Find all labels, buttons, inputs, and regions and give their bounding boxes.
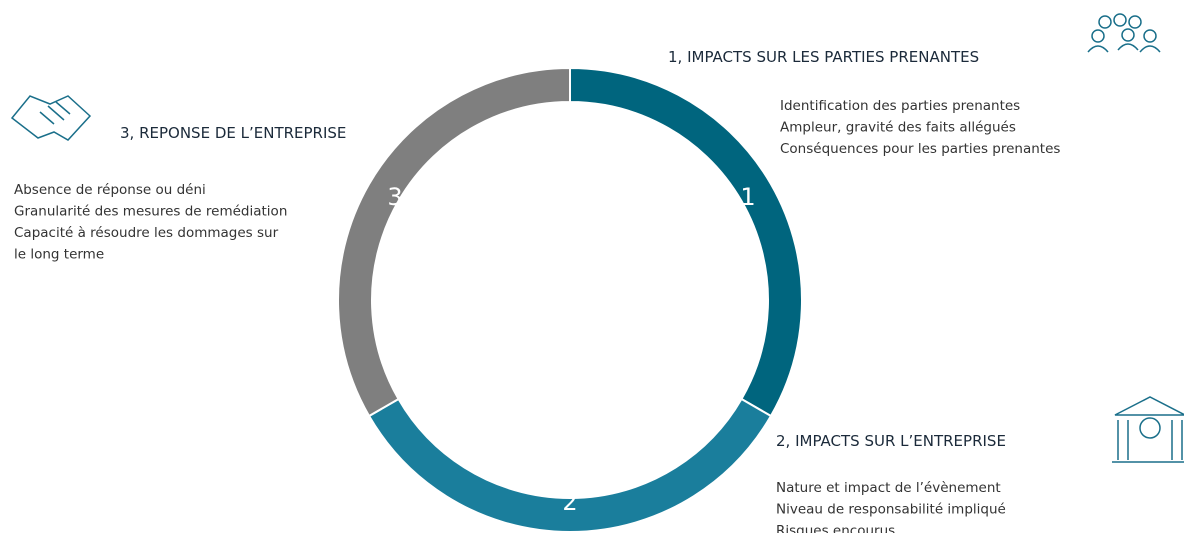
section-number: 3 — [387, 183, 402, 211]
section-line: Risques encourus — [776, 523, 895, 533]
section-line: Absence de réponse ou déni — [14, 182, 206, 198]
section-title: 1, IMPACTS SUR LES PARTIES PRENANTES — [668, 48, 979, 66]
section-title: 3, REPONSE DE L’ENTREPRISE — [120, 124, 346, 142]
section-line: Identification des parties prenantes — [780, 98, 1020, 114]
handshake-icon — [10, 95, 92, 141]
section-line: Ampleur, gravité des faits allégués — [780, 120, 1016, 136]
section-number: 2 — [562, 488, 577, 516]
section-line: Capacité à résoudre les dommages sur — [14, 225, 279, 241]
bank-icon — [1112, 396, 1184, 463]
people-icon — [1087, 13, 1161, 53]
donut-ring — [337, 66, 803, 533]
section-line: le long terme — [14, 247, 104, 263]
section-lines: Identification des parties prenantes Ampl… — [780, 98, 1060, 157]
section-line: Nature et impact de l’évènement — [776, 480, 1001, 496]
section-lines: Nature et impact de l’évènement Niveau de… — [776, 480, 1006, 533]
section-line: Conséquences pour les parties prenantes — [780, 141, 1060, 157]
ring-segment — [569, 66, 803, 418]
ring-segment — [337, 66, 571, 418]
section-title: 2, IMPACTS SUR L’ENTREPRISE — [776, 432, 1006, 450]
section-line: Granularité des mesures de remédiation — [14, 204, 287, 220]
section-number: 1 — [740, 183, 755, 211]
section-line: Niveau de responsabilité impliqué — [776, 502, 1006, 518]
section-lines: Absence de réponse ou déni Granularité de… — [14, 182, 287, 263]
